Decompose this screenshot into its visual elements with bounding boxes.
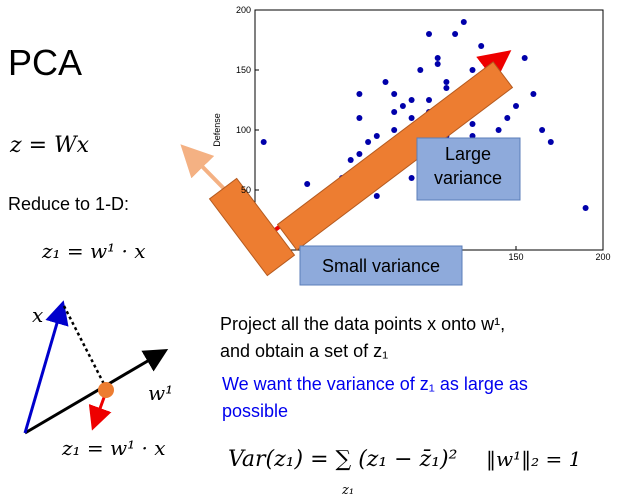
point <box>260 139 267 145</box>
point <box>530 91 537 97</box>
point <box>356 91 363 97</box>
point <box>365 139 372 145</box>
equation: z = Wx <box>9 133 90 158</box>
point <box>434 61 441 67</box>
y-tick-label: 100 <box>236 125 251 135</box>
point <box>504 115 511 121</box>
label-box <box>416 137 521 201</box>
label-small: Small variance <box>322 256 440 276</box>
point <box>469 121 476 127</box>
slide-title: PCA <box>8 42 82 83</box>
diagram-label: x <box>32 303 43 327</box>
point <box>356 115 363 121</box>
text: We want the variance of z₁ as large as <box>222 374 528 394</box>
orthogonal-bar <box>208 177 296 277</box>
equation: z₁ = w¹ · x <box>41 239 146 263</box>
point <box>391 127 398 133</box>
point <box>426 31 432 37</box>
point <box>539 127 546 133</box>
point <box>382 79 389 85</box>
y-axis-label: Defense <box>212 113 222 147</box>
point <box>521 55 528 61</box>
point <box>373 133 380 139</box>
point <box>391 91 398 97</box>
point <box>452 31 459 37</box>
x-tick-label: 150 <box>508 252 523 262</box>
point <box>356 151 363 157</box>
y-tick-label: 50 <box>241 185 251 195</box>
point <box>391 109 398 115</box>
point <box>408 175 415 181</box>
y-tick-label: 200 <box>236 5 251 15</box>
point <box>495 127 502 133</box>
point <box>426 97 432 103</box>
w-vector <box>24 348 169 435</box>
label-large: Large variance <box>434 144 502 188</box>
point <box>478 43 485 49</box>
point <box>434 55 441 61</box>
x-tick-label: 200 <box>595 252 610 262</box>
equation: ‖w¹‖₂ = 1 <box>486 447 581 472</box>
point <box>399 103 406 109</box>
y-tick-label: 150 <box>236 65 251 75</box>
point <box>443 79 450 85</box>
projection-bar <box>276 61 514 251</box>
label-box <box>299 245 463 286</box>
point <box>408 115 415 121</box>
projection-point <box>98 382 114 398</box>
text: Reduce to 1-D: <box>8 194 129 214</box>
point <box>304 181 311 187</box>
point <box>469 67 476 73</box>
point <box>347 157 354 163</box>
x-vector <box>23 300 69 434</box>
point <box>408 97 415 103</box>
point <box>373 193 380 199</box>
diagram-label: w¹ <box>148 381 173 405</box>
point <box>513 103 519 109</box>
equation-index: z₁ <box>341 483 354 498</box>
point <box>417 67 424 73</box>
text: possible <box>222 401 288 421</box>
point <box>443 85 450 91</box>
text: and obtain a set of z₁ <box>220 341 388 361</box>
equation: Var(z₁) = ∑ (z₁ − z̄₁)² <box>228 447 457 472</box>
equation: z₁ = w¹ · x <box>61 436 166 460</box>
point <box>582 205 589 211</box>
projection-line <box>62 305 108 389</box>
text: Project all the data points x onto w¹, <box>220 314 505 334</box>
point <box>460 19 467 25</box>
point <box>547 139 554 145</box>
